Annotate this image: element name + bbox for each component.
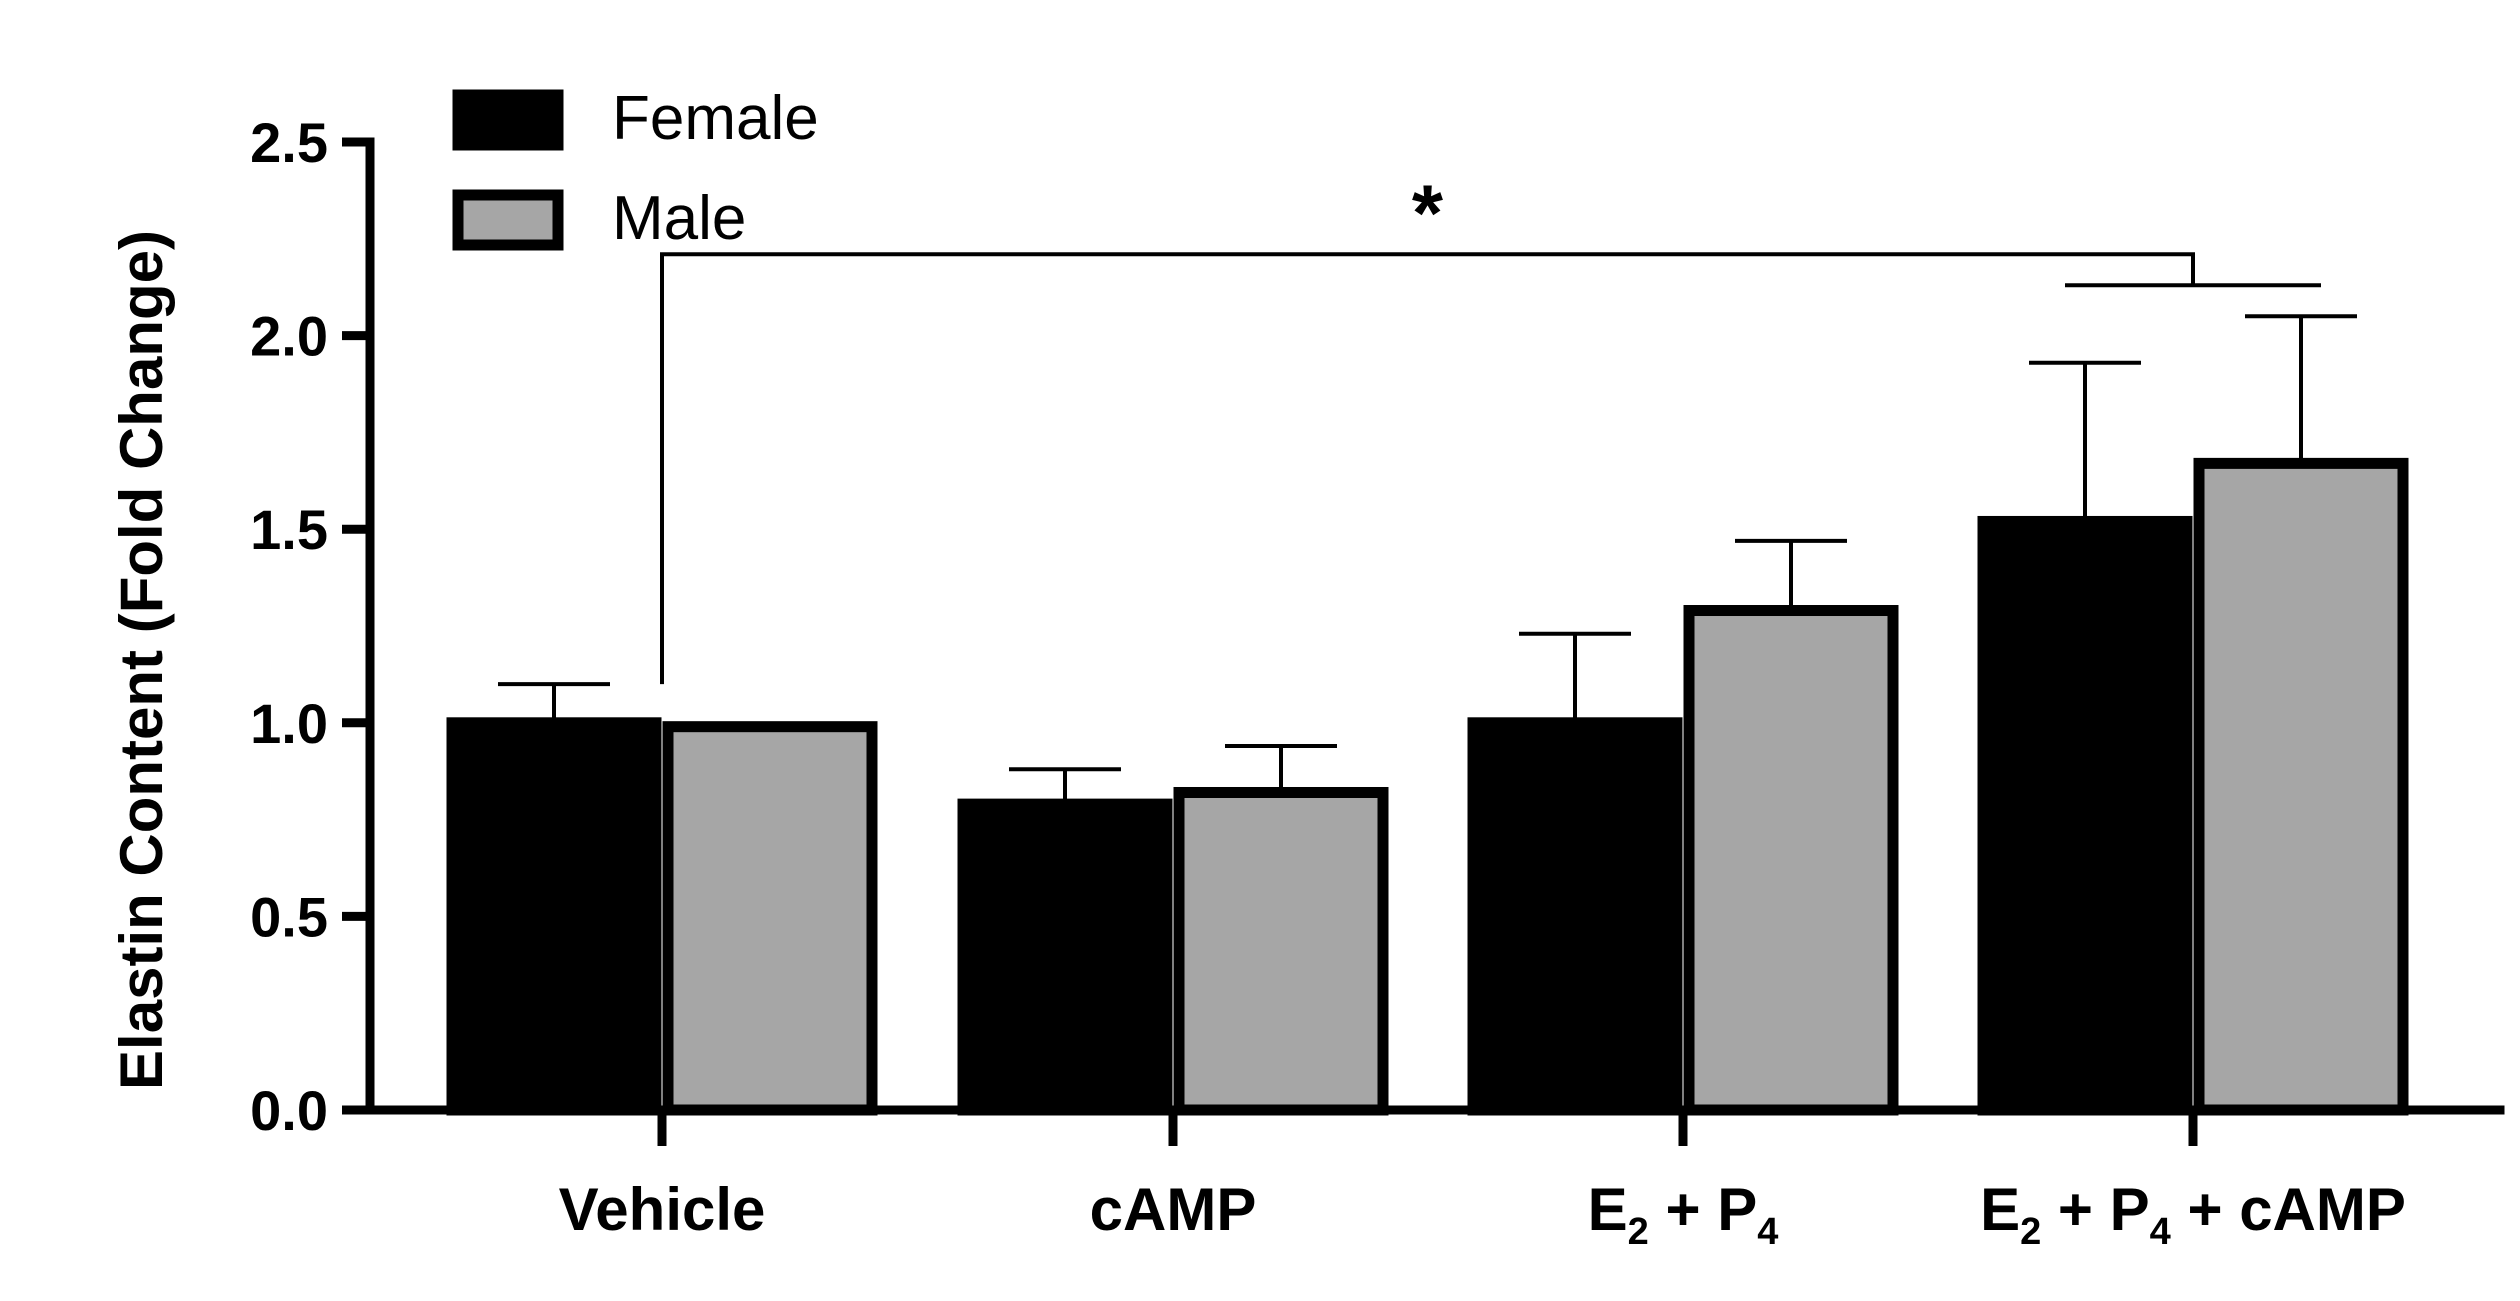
legend-swatch-female bbox=[452, 89, 564, 151]
bar-male bbox=[1173, 786, 1389, 1116]
y-axis-label: Elastin Content (Fold Change) bbox=[108, 230, 175, 1090]
bar-male bbox=[662, 721, 878, 1116]
x-tick-label-base: Vehicle bbox=[559, 1176, 766, 1243]
bars bbox=[446, 457, 2409, 1116]
x-tick-label: E2 + P4 bbox=[1588, 1176, 1779, 1253]
legend-swatch-male bbox=[452, 189, 564, 251]
x-tick-label-base: E bbox=[1588, 1176, 1628, 1243]
error-bars bbox=[498, 314, 2357, 805]
bar-female bbox=[446, 717, 662, 1116]
x-tick-label: E2 + P4 + cAMP bbox=[1980, 1176, 2406, 1253]
y-tick-label: 2.5 bbox=[250, 111, 328, 174]
bar-female bbox=[1977, 515, 2193, 1116]
x-tick-label: Vehicle bbox=[559, 1176, 766, 1243]
x-tick-label: cAMP bbox=[1090, 1176, 1257, 1243]
x-tick-label-base: cAMP bbox=[1090, 1176, 1257, 1243]
y-tick-label: 0.0 bbox=[250, 1079, 328, 1142]
x-tick-label-sub1: 2 bbox=[2020, 1211, 2041, 1253]
significance-bracket: * bbox=[660, 168, 2321, 685]
bar-female bbox=[1467, 717, 1683, 1116]
x-tick-label-tail: + cAMP bbox=[2171, 1176, 2406, 1243]
significance-line bbox=[660, 252, 2195, 685]
bar-male bbox=[2193, 457, 2409, 1116]
y-tick-label: 2.0 bbox=[250, 305, 328, 368]
y-tick-label: 1.5 bbox=[250, 498, 328, 561]
x-tick-label-mid: + P bbox=[1649, 1176, 1757, 1243]
legend-label-female: Female bbox=[612, 84, 819, 153]
x-tick-label-sub2: 4 bbox=[1757, 1211, 1778, 1253]
y-tick-label: 1.0 bbox=[250, 692, 328, 755]
legend-label-male: Male bbox=[612, 184, 746, 253]
x-tick-label-mid: + P bbox=[2041, 1176, 2149, 1243]
x-tick-label-sub1: 2 bbox=[1628, 1211, 1649, 1253]
significance-star: * bbox=[1412, 168, 1444, 257]
y-tick-label: 0.5 bbox=[250, 885, 328, 948]
x-tick-label-base: E bbox=[1980, 1176, 2020, 1243]
bar-male bbox=[1683, 605, 1899, 1116]
x-tick-labels: Vehicle cAMP E2 + P4 E2 + P4 + cAMP bbox=[559, 1176, 2406, 1253]
legend: Female Male bbox=[452, 84, 819, 253]
x-tick-label-sub2: 4 bbox=[2150, 1211, 2171, 1253]
bar-female bbox=[957, 798, 1173, 1116]
